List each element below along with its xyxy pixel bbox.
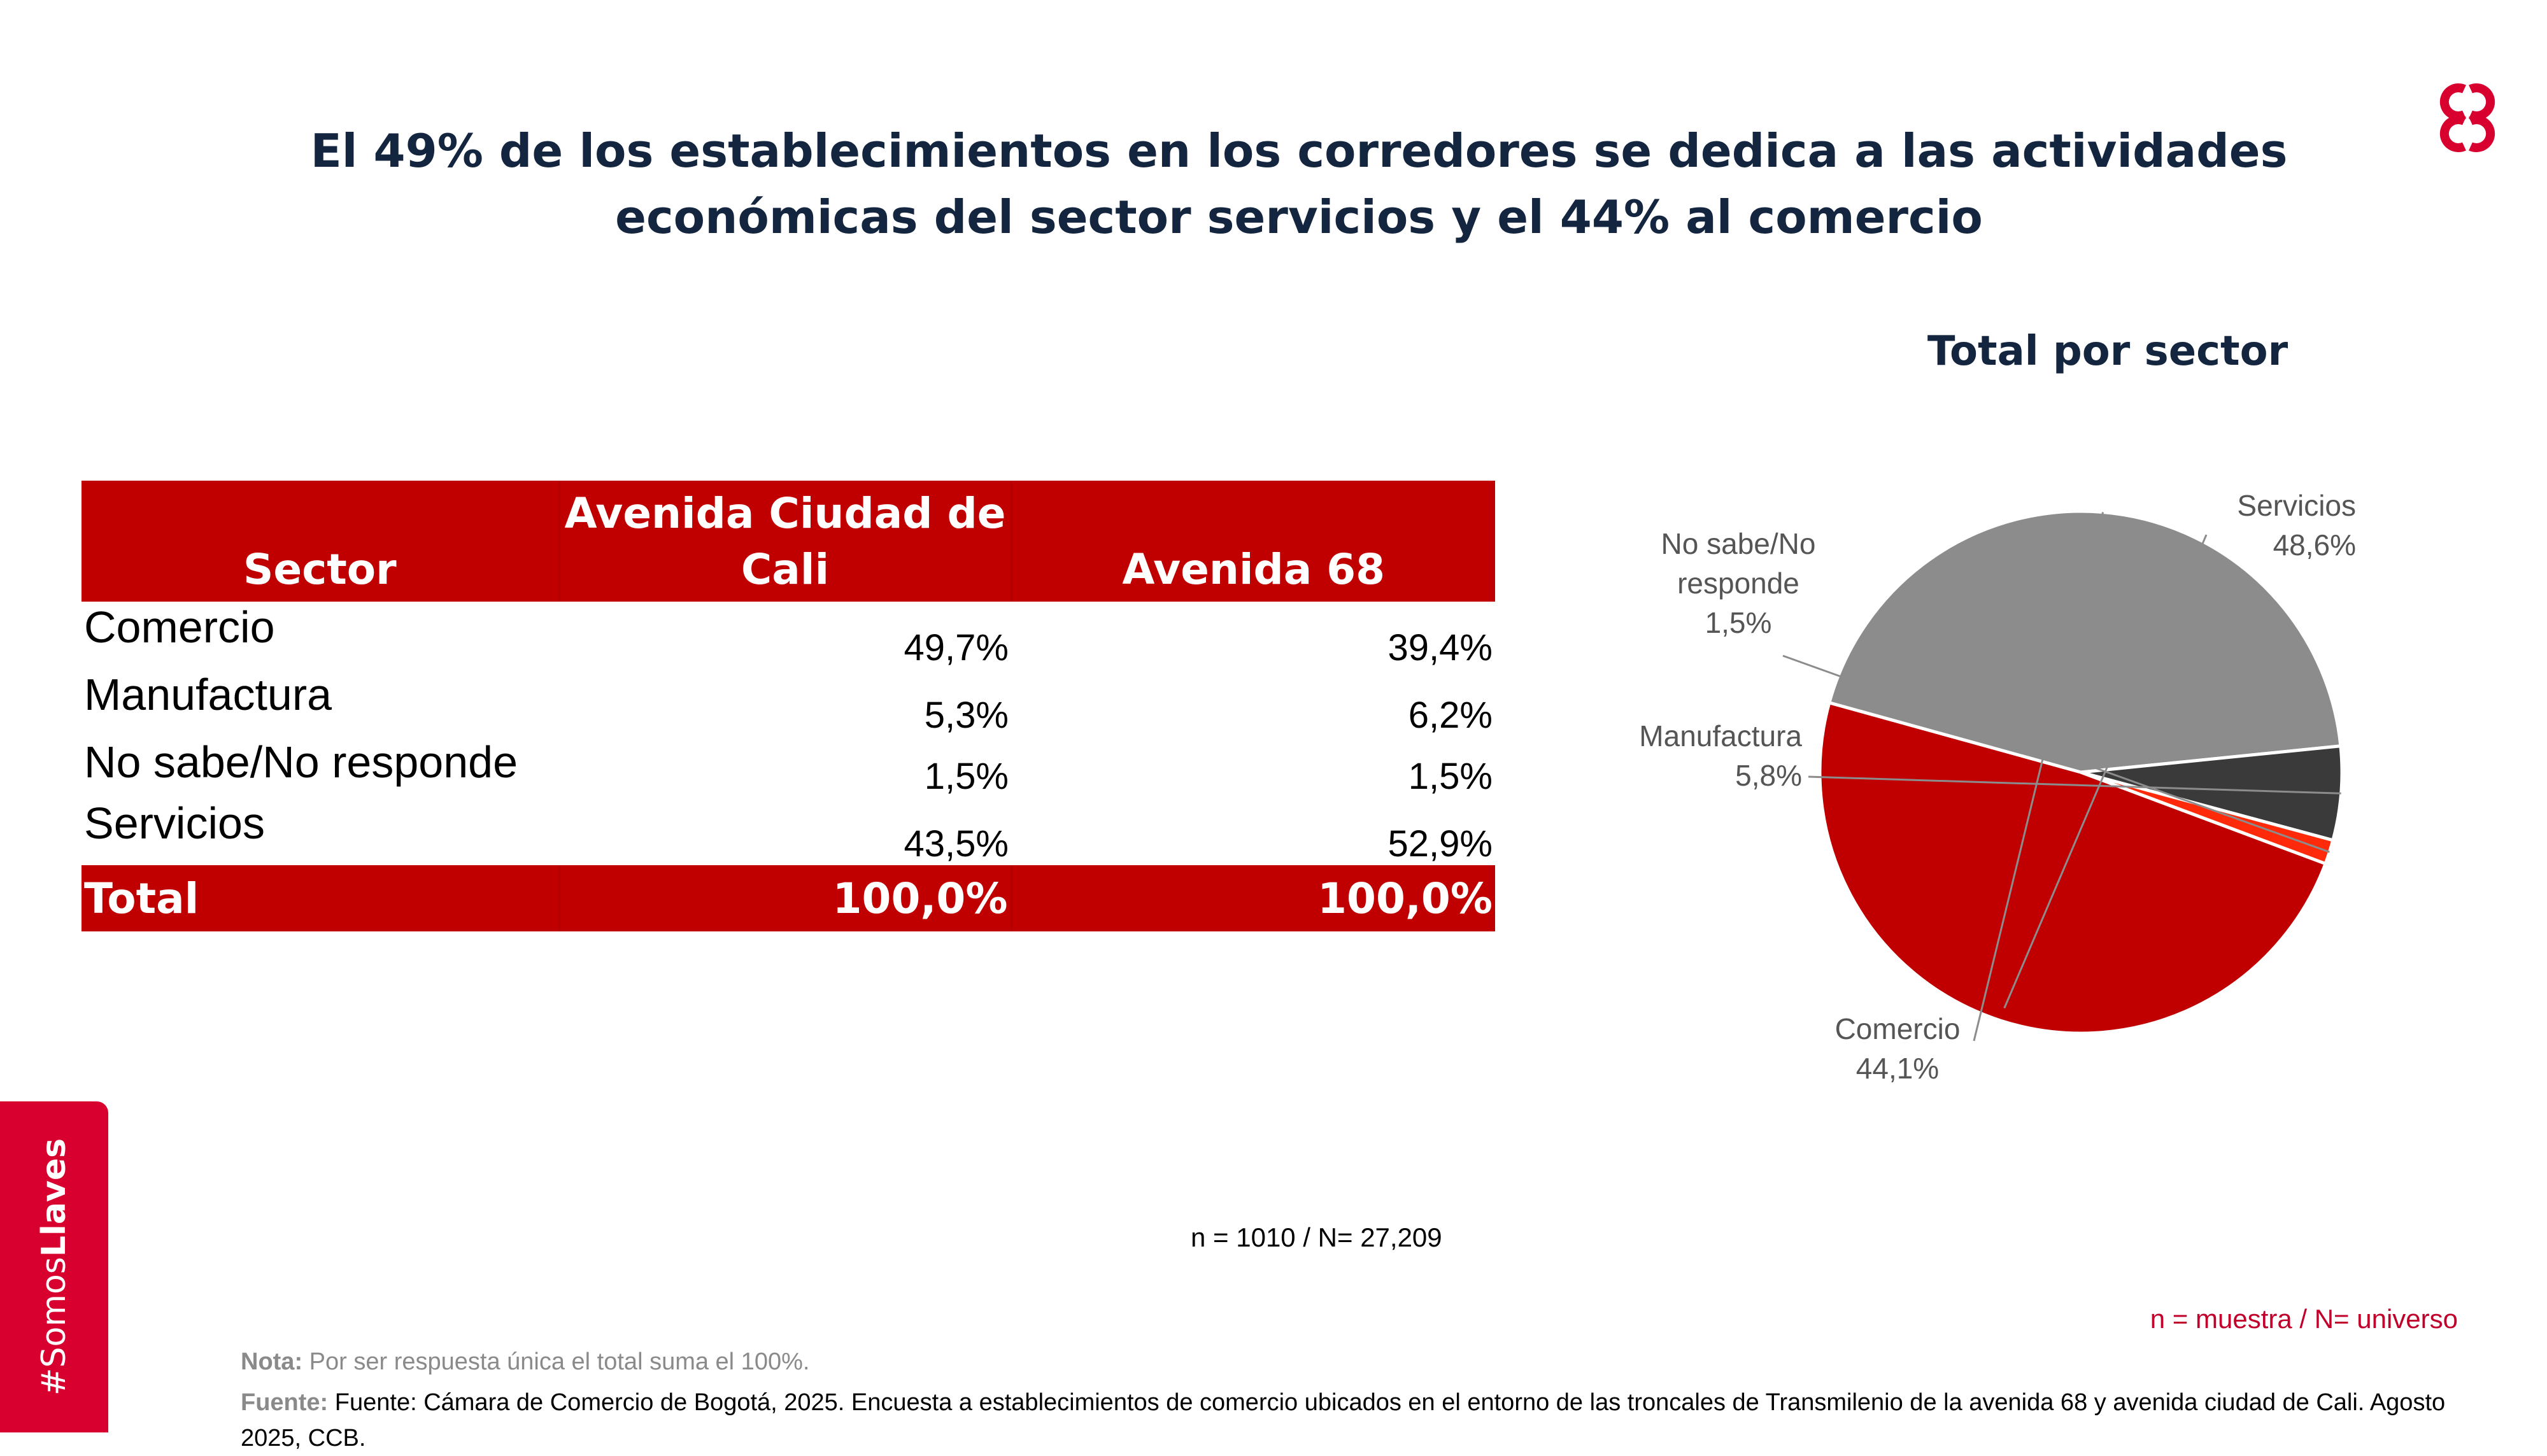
footnote: Nota: Por ser respuesta única el total s… bbox=[241, 1348, 809, 1376]
category-label-manufactura: Manufactura bbox=[1639, 719, 1802, 753]
ccb-logo-icon bbox=[2439, 83, 2495, 152]
data-label-no-sabe-no-responde: 1,5% bbox=[1705, 606, 1772, 639]
cell-sector: Manufactura bbox=[84, 670, 332, 719]
total-cali: 100,0% bbox=[559, 865, 1012, 931]
page-title: El 49% de los establecimientos en los co… bbox=[191, 118, 2407, 250]
leader-line-manufactura bbox=[1808, 775, 2341, 795]
table-header-row: Sector Avenida Ciudad de Cali Avenida 68 bbox=[82, 481, 1495, 602]
cell-sector: Comercio bbox=[84, 602, 275, 652]
table-row: Comercio 49,7% 39,4% bbox=[82, 602, 1495, 669]
pie-chart: Servicios 48,6% Comercio 44,1% Manufactura 5,… bbox=[1639, 489, 2356, 1085]
total-68: 100,0% bbox=[1011, 865, 1495, 931]
header-avenida-68: Avenida 68 bbox=[1011, 481, 1495, 602]
cell-cali: 49,7% bbox=[904, 627, 1009, 668]
table-row: Servicios 43,5% 52,9% bbox=[82, 798, 1495, 865]
leader-line-comercio bbox=[1973, 512, 2104, 1042]
pie-slice-no-sabe-no-responde bbox=[2080, 770, 2335, 866]
category-label-no-sabe-no-responde: No sabe/No bbox=[1661, 527, 1816, 560]
header-avenida-cali-line-1: Avenida Ciudad de bbox=[564, 489, 1006, 538]
category-label-no-sabe-no-responde: responde bbox=[1677, 567, 1799, 600]
source-text: Fuente: Cámara de Comercio de Bogotá, 20… bbox=[241, 1389, 2446, 1452]
title-line-2: económicas del sector servicios y el 44%… bbox=[615, 190, 1983, 244]
title-line-1: El 49% de los establecimientos en los co… bbox=[310, 124, 2288, 178]
chart-title: Total por sector bbox=[1927, 328, 2288, 375]
pie-slice-comercio bbox=[1827, 509, 2343, 774]
hashtag-side-tab: #SomosLlaves bbox=[0, 1101, 108, 1432]
cell-68: 1,5% bbox=[1408, 756, 1493, 797]
hashtag-bold: Llaves bbox=[35, 1138, 73, 1257]
cell-sector: No sabe/No responde bbox=[84, 737, 518, 787]
cell-sector: Servicios bbox=[84, 798, 265, 848]
table-total-row: Total 100,0% 100,0% bbox=[82, 865, 1495, 931]
cell-cali: 1,5% bbox=[924, 756, 1009, 797]
cell-68: 52,9% bbox=[1387, 823, 1493, 865]
data-label-comercio: 44,1% bbox=[1856, 1052, 1939, 1085]
footnote-label: Nota: bbox=[241, 1348, 303, 1375]
cell-cali: 5,3% bbox=[924, 695, 1009, 736]
sample-legend: n = muestra / N= universo bbox=[2150, 1304, 2458, 1334]
table-row: No sabe/No responde 1,5% 1,5% bbox=[82, 737, 1495, 798]
header-avenida-cali: Avenida Ciudad de Cali bbox=[559, 481, 1012, 602]
category-label-comercio: Comercio bbox=[1835, 1012, 1961, 1045]
cell-68: 39,4% bbox=[1387, 627, 1493, 668]
header-sector: Sector bbox=[82, 481, 560, 602]
category-label-servicios: Servicios bbox=[2237, 489, 2356, 522]
table-row: Manufactura 5,3% 6,2% bbox=[82, 669, 1495, 737]
data-label-servicios: 48,6% bbox=[2273, 528, 2356, 562]
footnote-text: Por ser respuesta única el total suma el… bbox=[309, 1348, 810, 1375]
header-avenida-cali-line-2: Cali bbox=[741, 545, 830, 594]
sector-table: Sector Avenida Ciudad de Cali Avenida 68 … bbox=[82, 481, 1495, 931]
hashtag-text: #SomosLlaves bbox=[35, 1138, 73, 1396]
data-label-manufactura: 5,8% bbox=[1735, 759, 1802, 792]
cell-68: 6,2% bbox=[1408, 695, 1493, 736]
source-note: Fuente: Fuente: Cámara de Comercio de Bo… bbox=[241, 1385, 2469, 1456]
sample-size-note: n = 1010 / N= 27,209 bbox=[1191, 1222, 1442, 1252]
total-label: Total bbox=[82, 865, 560, 931]
pie-slice-servicios bbox=[1818, 700, 2328, 1035]
leader-line-no-sabe-no-responde bbox=[1782, 654, 2330, 853]
hashtag-prefix: #Somos bbox=[35, 1257, 73, 1396]
source-label: Fuente: bbox=[241, 1389, 329, 1416]
cell-cali: 43,5% bbox=[904, 823, 1009, 865]
